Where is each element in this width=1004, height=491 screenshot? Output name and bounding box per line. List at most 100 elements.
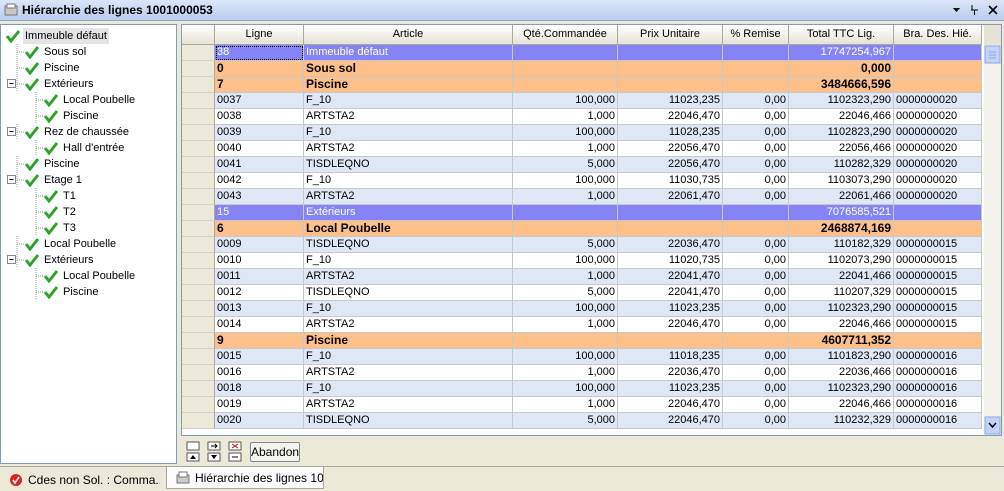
grid-cell[interactable]: 0000000020: [894, 125, 982, 141]
row-selector[interactable]: [182, 381, 215, 397]
grid-cell[interactable]: 5,000: [513, 157, 618, 173]
row-selector[interactable]: [182, 173, 215, 189]
grid-cell[interactable]: F_10: [304, 253, 513, 269]
grid-cell[interactable]: TISDLEQNO: [304, 237, 513, 253]
grid-cell[interactable]: 22036,470: [618, 365, 723, 381]
grid-cell[interactable]: 100,000: [513, 381, 618, 397]
grid-cell[interactable]: 22056,466: [789, 141, 894, 157]
grid-cell[interactable]: 100,000: [513, 93, 618, 109]
row-selector[interactable]: [182, 61, 215, 77]
tree-node[interactable]: Local Poubelle: [44, 238, 117, 250]
grid-cell[interactable]: [513, 45, 618, 61]
column-header[interactable]: Article: [304, 25, 513, 45]
row-selector[interactable]: [182, 333, 215, 349]
grid-cell[interactable]: 0,00: [723, 237, 789, 253]
grid-cell[interactable]: 1,000: [513, 317, 618, 333]
grid-cell[interactable]: [723, 221, 789, 237]
tree-node[interactable]: Hall d'entrée: [63, 142, 125, 154]
grid-cell[interactable]: 0000000016: [894, 413, 982, 429]
grid-cell[interactable]: 0,00: [723, 413, 789, 429]
grid-cell[interactable]: 0000000016: [894, 397, 982, 413]
column-header[interactable]: Prix Unitaire: [618, 25, 723, 45]
grid-cell[interactable]: TISDLEQNO: [304, 413, 513, 429]
grid-cell[interactable]: 0040: [215, 141, 304, 157]
grid-cell[interactable]: 0039: [215, 125, 304, 141]
tree-node[interactable]: T2: [63, 206, 76, 218]
grid-cell[interactable]: 0018: [215, 381, 304, 397]
grid-cell[interactable]: 6: [215, 221, 304, 237]
grid-cell[interactable]: TISDLEQNO: [304, 285, 513, 301]
grid-cell[interactable]: 15: [215, 205, 304, 221]
row-selector[interactable]: [182, 93, 215, 109]
grid-cell[interactable]: 0,00: [723, 189, 789, 205]
grid-cell[interactable]: 0000000020: [894, 93, 982, 109]
grid-cell[interactable]: [894, 61, 982, 77]
grid-cell[interactable]: [723, 77, 789, 93]
grid-cell[interactable]: 110232,329: [789, 413, 894, 429]
grid-cell[interactable]: [618, 77, 723, 93]
grid-cell[interactable]: 11023,235: [618, 381, 723, 397]
tree-node[interactable]: T1: [63, 190, 76, 202]
grid-cell[interactable]: [894, 205, 982, 221]
grid-cell[interactable]: 22046,470: [618, 317, 723, 333]
column-header[interactable]: % Remise: [723, 25, 789, 45]
grid-cell[interactable]: 1102323,290: [789, 381, 894, 397]
grid-cell[interactable]: 0042: [215, 173, 304, 189]
grid-cell[interactable]: 38: [215, 45, 304, 61]
grid-cell[interactable]: 0000000020: [894, 189, 982, 205]
grid-cell[interactable]: 100,000: [513, 125, 618, 141]
grid-cell[interactable]: 0: [215, 61, 304, 77]
grid-cell[interactable]: 22046,466: [789, 109, 894, 125]
grid-cell[interactable]: 1,000: [513, 365, 618, 381]
column-header[interactable]: Ligne: [215, 25, 304, 45]
grid-cell[interactable]: [618, 221, 723, 237]
grid-cell[interactable]: 0010: [215, 253, 304, 269]
grid-cell[interactable]: 110207,329: [789, 285, 894, 301]
grid-cell[interactable]: 0038: [215, 109, 304, 125]
grid-cell[interactable]: [894, 333, 982, 349]
row-selector[interactable]: [182, 237, 215, 253]
grid-cell[interactable]: 7: [215, 77, 304, 93]
expander[interactable]: [7, 175, 17, 185]
grid-cell[interactable]: 1101823,290: [789, 349, 894, 365]
grid-cell[interactable]: 0043: [215, 189, 304, 205]
grid-cell[interactable]: TISDLEQNO: [304, 157, 513, 173]
grid-cell[interactable]: 4607711,352: [789, 333, 894, 349]
tree-node[interactable]: Local Poubelle: [63, 270, 136, 282]
row-selector[interactable]: [182, 253, 215, 269]
grid-cell[interactable]: [894, 45, 982, 61]
grid-cell[interactable]: 0,00: [723, 253, 789, 269]
grid-cell[interactable]: [618, 61, 723, 77]
grid-cell[interactable]: 0,00: [723, 285, 789, 301]
row-selector[interactable]: [182, 77, 215, 93]
grid-cell[interactable]: 0000000015: [894, 237, 982, 253]
tab[interactable]: Hiérarchie des lignes 10...: [166, 467, 324, 489]
scrollbar[interactable]: [984, 25, 1001, 435]
grid-cell[interactable]: 11028,235: [618, 125, 723, 141]
grid-cell[interactable]: 0019: [215, 397, 304, 413]
row-selector[interactable]: [182, 157, 215, 173]
grid-cell[interactable]: 0,00: [723, 397, 789, 413]
tab[interactable]: Cdes non Sol. : Comma...: [0, 469, 160, 489]
grid-cell[interactable]: F_10: [304, 93, 513, 109]
grid-cell[interactable]: 0,00: [723, 317, 789, 333]
grid-cell[interactable]: 1,000: [513, 141, 618, 157]
grid-cell[interactable]: [894, 221, 982, 237]
grid-cell[interactable]: 0,00: [723, 381, 789, 397]
grid-cell[interactable]: 0009: [215, 237, 304, 253]
grid-cell[interactable]: 1,000: [513, 109, 618, 125]
grid-cell[interactable]: 0037: [215, 93, 304, 109]
grid-cell[interactable]: 22046,466: [789, 317, 894, 333]
grid-cell[interactable]: [513, 61, 618, 77]
grid-cell[interactable]: 0000000020: [894, 157, 982, 173]
tree-node[interactable]: Etage 1: [44, 174, 82, 186]
grid-cell[interactable]: Piscine: [304, 333, 513, 349]
grid-cell[interactable]: 100,000: [513, 253, 618, 269]
row-selector[interactable]: [182, 221, 215, 237]
row-selector[interactable]: [182, 269, 215, 285]
grid-cell[interactable]: F_10: [304, 381, 513, 397]
grid-cell[interactable]: [723, 45, 789, 61]
tree-node[interactable]: Immeuble défaut: [23, 28, 109, 44]
grid-cell[interactable]: 22041,470: [618, 269, 723, 285]
grid-cell[interactable]: 11023,235: [618, 301, 723, 317]
